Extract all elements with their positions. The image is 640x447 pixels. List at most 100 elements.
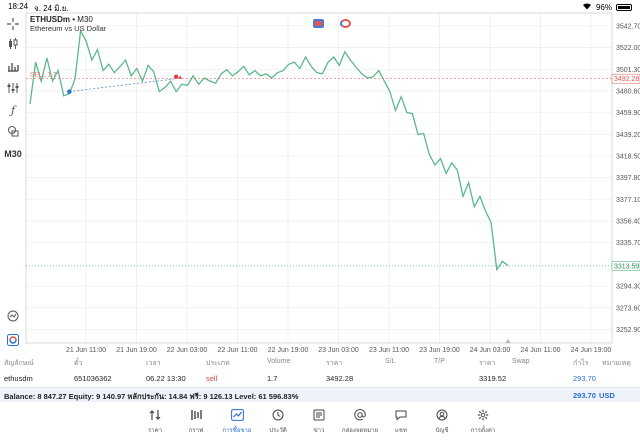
tab-label: กราฟ bbox=[188, 428, 204, 434]
positions-table-header: สัญลักษณ์ ตั๋ว เวลา ประเภท Volume ราคา S/L T/P ร… bbox=[0, 356, 640, 368]
tab-chat[interactable]: แชท bbox=[383, 407, 419, 435]
volume-cell: 1.7 bbox=[267, 374, 278, 383]
status-time: 18:24 bbox=[8, 2, 29, 11]
type-cell: sell bbox=[206, 374, 218, 383]
symbol-cell: ethusdm bbox=[4, 374, 33, 383]
tab-news[interactable]: ข่าว bbox=[301, 407, 337, 435]
column-header[interactable]: ตั๋ว bbox=[74, 360, 83, 367]
time-tick-label: 22 Jun 11:00 bbox=[218, 347, 258, 354]
settings-icon bbox=[465, 407, 501, 423]
price-tick-label: 3542.70 bbox=[616, 23, 640, 30]
status-date: จ. 24 มิ.ย. bbox=[34, 4, 69, 13]
history-icon bbox=[260, 407, 296, 423]
column-header[interactable]: ราคา bbox=[479, 360, 496, 367]
chart-symbol: ETHUSDm bbox=[30, 15, 71, 24]
column-header[interactable]: T/P bbox=[434, 358, 445, 365]
brand-logo-icon[interactable] bbox=[5, 333, 21, 347]
tab-account[interactable]: บัญชี bbox=[424, 407, 460, 435]
trade-link-line bbox=[69, 78, 177, 92]
account-icon bbox=[424, 407, 460, 423]
time-tick-label: 24 Jun 19:00 bbox=[571, 347, 612, 354]
timer-icon[interactable] bbox=[5, 309, 21, 323]
current-price-label: 3313.59 bbox=[614, 263, 639, 270]
price-tick-label: 3356.40 bbox=[616, 219, 640, 226]
column-header[interactable]: Volume bbox=[267, 358, 291, 365]
price-tick-label: 3459.90 bbox=[616, 110, 640, 117]
status-right: 96% bbox=[582, 2, 632, 12]
price-tick-label: 3439.20 bbox=[616, 132, 640, 139]
one-click-trading-icon[interactable] bbox=[313, 19, 324, 28]
column-header[interactable]: Swap bbox=[512, 358, 530, 365]
tab-label: แชท bbox=[395, 428, 407, 434]
bid-price-label: 3492.28 bbox=[614, 76, 639, 83]
tab-label: ข่าว bbox=[313, 428, 325, 434]
tab-chart[interactable]: กราฟ bbox=[178, 407, 214, 435]
price-tick-label: 3522.00 bbox=[616, 45, 640, 52]
time-tick-label: 24 Jun 11:00 bbox=[521, 347, 561, 354]
chart-description: Ethereum vs US Dollar bbox=[30, 24, 107, 33]
current-price-cell: 3319.52 bbox=[479, 374, 507, 383]
quotes-icon bbox=[137, 407, 173, 423]
battery-percent: 96% bbox=[595, 2, 612, 12]
table-row[interactable]: ethusdm 651036362 06.22 13:30 sell 1.7 3492.2… bbox=[0, 372, 640, 386]
time-tick-label: 23 Jun 03:00 bbox=[318, 347, 359, 354]
sell-marker bbox=[174, 74, 179, 79]
function-icon[interactable]: ƒ bbox=[10, 103, 16, 117]
price-tick-label: 3418.50 bbox=[616, 154, 640, 161]
left-toolbar: ƒ M30 bbox=[0, 13, 26, 353]
time-tick-label: 21 Jun 19:00 bbox=[116, 347, 157, 354]
crosshair-icon[interactable] bbox=[5, 17, 21, 31]
price-tick-label: 3294.30 bbox=[616, 284, 640, 291]
time-cell: 06.22 13:30 bbox=[146, 374, 186, 383]
mailbox-icon bbox=[342, 407, 378, 423]
column-header[interactable]: เวลา bbox=[146, 360, 161, 367]
price-cell: 3492.28 bbox=[326, 374, 354, 383]
tab-label: ประวัติ bbox=[269, 428, 287, 434]
chart-icons bbox=[313, 19, 351, 28]
tab-mailbox[interactable]: กล่องจดหมาย bbox=[342, 407, 378, 435]
tab-trade[interactable]: การซื้อขาย bbox=[219, 407, 255, 435]
bid-price-box bbox=[611, 73, 640, 84]
price-chart[interactable]: 3542.70 3522.00 3501.30 3480.60 3459.90 3439.… bbox=[0, 0, 640, 356]
chart-frame bbox=[25, 12, 613, 344]
total-profit: 293.70 bbox=[573, 391, 596, 400]
tab-quotes[interactable]: ราคา bbox=[137, 407, 173, 435]
column-header[interactable]: หมายเหตุ bbox=[602, 360, 631, 367]
column-header[interactable]: ราคา bbox=[326, 360, 343, 367]
tab-label: การตั้งค่า bbox=[470, 428, 496, 434]
bottom-tab-bar: ราคา กราฟ การซื้อขาย ประวัติ ข่าว กล่องจดหมาย… bbox=[0, 402, 640, 447]
balance-bar: Balance: 8 847.27 Equity: 9 140.97 หลักป… bbox=[0, 387, 640, 402]
bar-chart-icon[interactable] bbox=[5, 59, 21, 73]
column-header[interactable]: S/L bbox=[385, 358, 396, 365]
time-tick-label: 22 Jun 19:00 bbox=[268, 347, 309, 354]
chart-separator: • bbox=[72, 15, 76, 24]
price-tick-label: 3252.90 bbox=[616, 327, 640, 334]
scroll-end-marker bbox=[505, 339, 511, 343]
timeframe-label[interactable]: M30 bbox=[4, 149, 22, 159]
ticket-cell: 651036362 bbox=[74, 374, 112, 383]
tab-settings[interactable]: การตั้งค่า bbox=[465, 407, 501, 435]
chart-timeframe: M30 bbox=[77, 15, 93, 24]
status-bar: 18:24 จ. 24 มิ.ย. 96% bbox=[0, 0, 640, 13]
price-tick-label: 3480.60 bbox=[616, 88, 640, 95]
chart-title: ETHUSDm • M30 bbox=[30, 15, 93, 24]
column-header[interactable]: ประเภท bbox=[206, 360, 230, 367]
chart-icon bbox=[178, 407, 214, 423]
indicators-icon[interactable] bbox=[5, 81, 21, 95]
price-tick-label: 3335.70 bbox=[616, 240, 640, 247]
wifi-icon bbox=[582, 2, 592, 12]
time-tick-label: 21 Jun 11:00 bbox=[66, 347, 106, 354]
tab-history[interactable]: ประวัติ bbox=[260, 407, 296, 435]
battery-icon bbox=[616, 3, 632, 11]
tab-label: การซื้อขาย bbox=[222, 428, 252, 434]
news-icon bbox=[301, 407, 337, 423]
profit-cell: 293.70 bbox=[573, 374, 596, 383]
candlestick-icon[interactable] bbox=[5, 37, 21, 51]
balance-text: Balance: 8 847.27 Equity: 9 140.97 หลักป… bbox=[4, 392, 299, 401]
column-header[interactable]: กำไร bbox=[573, 360, 589, 367]
column-header[interactable]: สัญลักษณ์ bbox=[4, 360, 34, 367]
price-line bbox=[29, 28, 509, 272]
refresh-icon[interactable] bbox=[340, 19, 351, 28]
price-tick-label: 3397.80 bbox=[616, 175, 640, 182]
shapes-icon[interactable] bbox=[5, 124, 21, 138]
